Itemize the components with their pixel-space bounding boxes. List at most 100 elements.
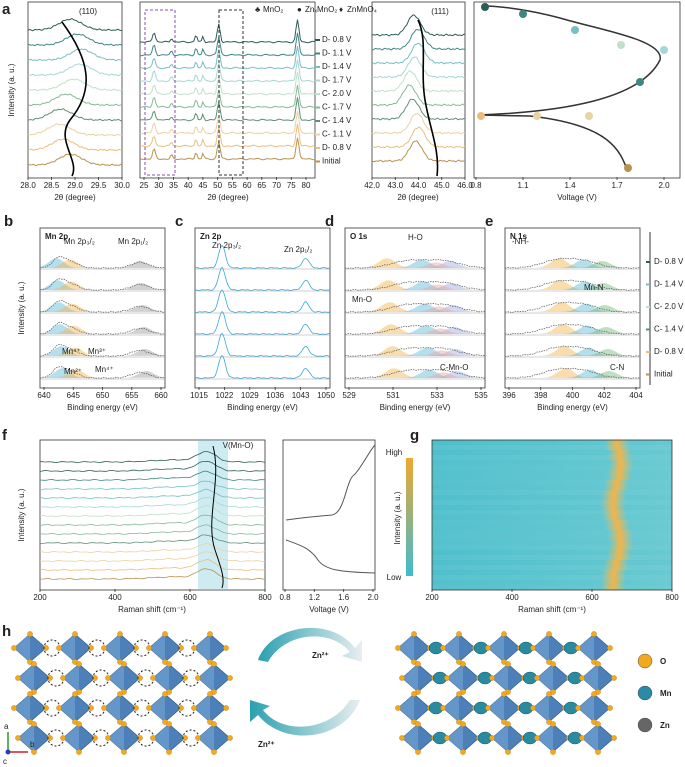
species-label: -NH- bbox=[512, 237, 529, 246]
fit-peak bbox=[345, 283, 485, 290]
species-label: Mn-N bbox=[584, 283, 604, 292]
shift-trace bbox=[417, 19, 439, 177]
fit-peak bbox=[345, 281, 485, 290]
panel-label: a bbox=[2, 1, 11, 18]
x-tick-label: 30 bbox=[154, 181, 163, 190]
octahedron-face bbox=[59, 694, 75, 722]
heatmap-row bbox=[432, 490, 672, 495]
spectrum bbox=[27, 18, 123, 32]
oxygen bbox=[534, 735, 540, 741]
heatmap-peak bbox=[601, 570, 626, 580]
fit-peak bbox=[40, 346, 165, 356]
x-tick-label: 44.0 bbox=[411, 181, 427, 190]
oxygen bbox=[530, 645, 536, 651]
panel-label: c bbox=[175, 213, 183, 230]
octahedron-face bbox=[153, 664, 169, 692]
colorbar-low: Low bbox=[387, 573, 402, 582]
spectrum bbox=[140, 19, 316, 44]
oxygen bbox=[47, 675, 53, 681]
spectrum bbox=[139, 123, 316, 148]
legend-symbol: ● bbox=[297, 5, 302, 14]
oxygen bbox=[456, 631, 462, 637]
x-tick-label: 1.1 bbox=[517, 181, 529, 190]
x-axis-label: Voltage (V) bbox=[557, 193, 597, 202]
oxygen bbox=[191, 705, 197, 711]
heatmap-row bbox=[432, 455, 672, 460]
shift-trace bbox=[211, 445, 224, 589]
spectrum bbox=[139, 111, 316, 135]
fit-peak bbox=[345, 346, 485, 356]
oxygen bbox=[611, 675, 617, 681]
oxygen bbox=[146, 705, 152, 711]
species-label: Mn⁴⁺ bbox=[95, 365, 114, 374]
fit-peak bbox=[505, 368, 640, 378]
heatmap-row bbox=[432, 575, 672, 580]
heatmap-row bbox=[432, 570, 672, 575]
spectrum bbox=[39, 559, 266, 571]
x-tick-label: 29.5 bbox=[91, 181, 107, 190]
x-tick-label: 28.5 bbox=[44, 181, 60, 190]
oxygen bbox=[411, 631, 417, 637]
x-tick-label: 45.0 bbox=[434, 181, 450, 190]
oxygen bbox=[399, 735, 405, 741]
spectrum bbox=[344, 258, 485, 269]
fit-peak bbox=[40, 324, 165, 334]
x-tick-label: 1.2 bbox=[309, 593, 321, 602]
legend-entry: MnO₂ bbox=[263, 5, 283, 14]
fit-peak bbox=[345, 306, 485, 312]
spectrum bbox=[371, 84, 466, 107]
oxygen bbox=[505, 721, 511, 727]
annotation: (111) bbox=[431, 7, 449, 16]
x-tick-label: 1043 bbox=[292, 391, 310, 400]
colorbar-high: High bbox=[386, 448, 402, 457]
oxygen bbox=[150, 735, 156, 741]
oxygen bbox=[11, 645, 17, 651]
octahedron-face bbox=[153, 724, 169, 752]
spectrum bbox=[504, 301, 641, 313]
heatmap-row bbox=[432, 465, 672, 470]
oxygen bbox=[223, 645, 229, 651]
spectrum bbox=[39, 343, 166, 357]
fit-peak bbox=[345, 369, 485, 378]
oxygen bbox=[43, 705, 49, 711]
x-tick-label: 600 bbox=[585, 593, 599, 602]
oxygen bbox=[399, 675, 405, 681]
spectrum bbox=[344, 346, 486, 357]
oxygen bbox=[456, 691, 462, 697]
ion-label: Zn²⁺ bbox=[258, 740, 275, 749]
fit-peak bbox=[40, 369, 165, 378]
oxygen bbox=[15, 675, 21, 681]
fit-peak bbox=[505, 258, 640, 268]
state-label: C- 2.0 V bbox=[322, 89, 352, 98]
x-axis-label: 2θ (degree) bbox=[397, 193, 439, 202]
x-tick-label: 404 bbox=[629, 391, 643, 400]
fit-peak bbox=[345, 327, 485, 334]
spectrum bbox=[27, 33, 123, 47]
oxygen bbox=[92, 675, 98, 681]
heatmap-row bbox=[432, 555, 672, 560]
heatmap-row bbox=[432, 530, 672, 535]
panel-label: h bbox=[2, 623, 11, 640]
spectrum bbox=[27, 78, 123, 92]
x-tick-label: 65 bbox=[257, 181, 266, 190]
state-label: C- 1.7 V bbox=[322, 103, 352, 112]
oxygen bbox=[595, 661, 601, 667]
oxygen bbox=[166, 749, 172, 755]
octahedron-face bbox=[14, 634, 30, 662]
shift-trace bbox=[61, 21, 87, 177]
heatmap-row bbox=[432, 520, 672, 525]
spectrum bbox=[371, 56, 466, 79]
spectrum bbox=[139, 137, 316, 161]
oxygen bbox=[227, 675, 233, 681]
x-tick-label: 396 bbox=[502, 391, 516, 400]
oxygen bbox=[56, 705, 62, 711]
x-axis-label: 2θ (degree) bbox=[54, 193, 96, 202]
x-tick-label: 645 bbox=[67, 391, 81, 400]
oxygen bbox=[27, 691, 33, 697]
octahedron-face bbox=[59, 634, 75, 662]
oxygen bbox=[162, 691, 168, 697]
oxygen bbox=[505, 749, 511, 755]
x-tick-label: 1.6 bbox=[338, 593, 350, 602]
oxygen bbox=[211, 721, 217, 727]
oxygen bbox=[411, 691, 417, 697]
